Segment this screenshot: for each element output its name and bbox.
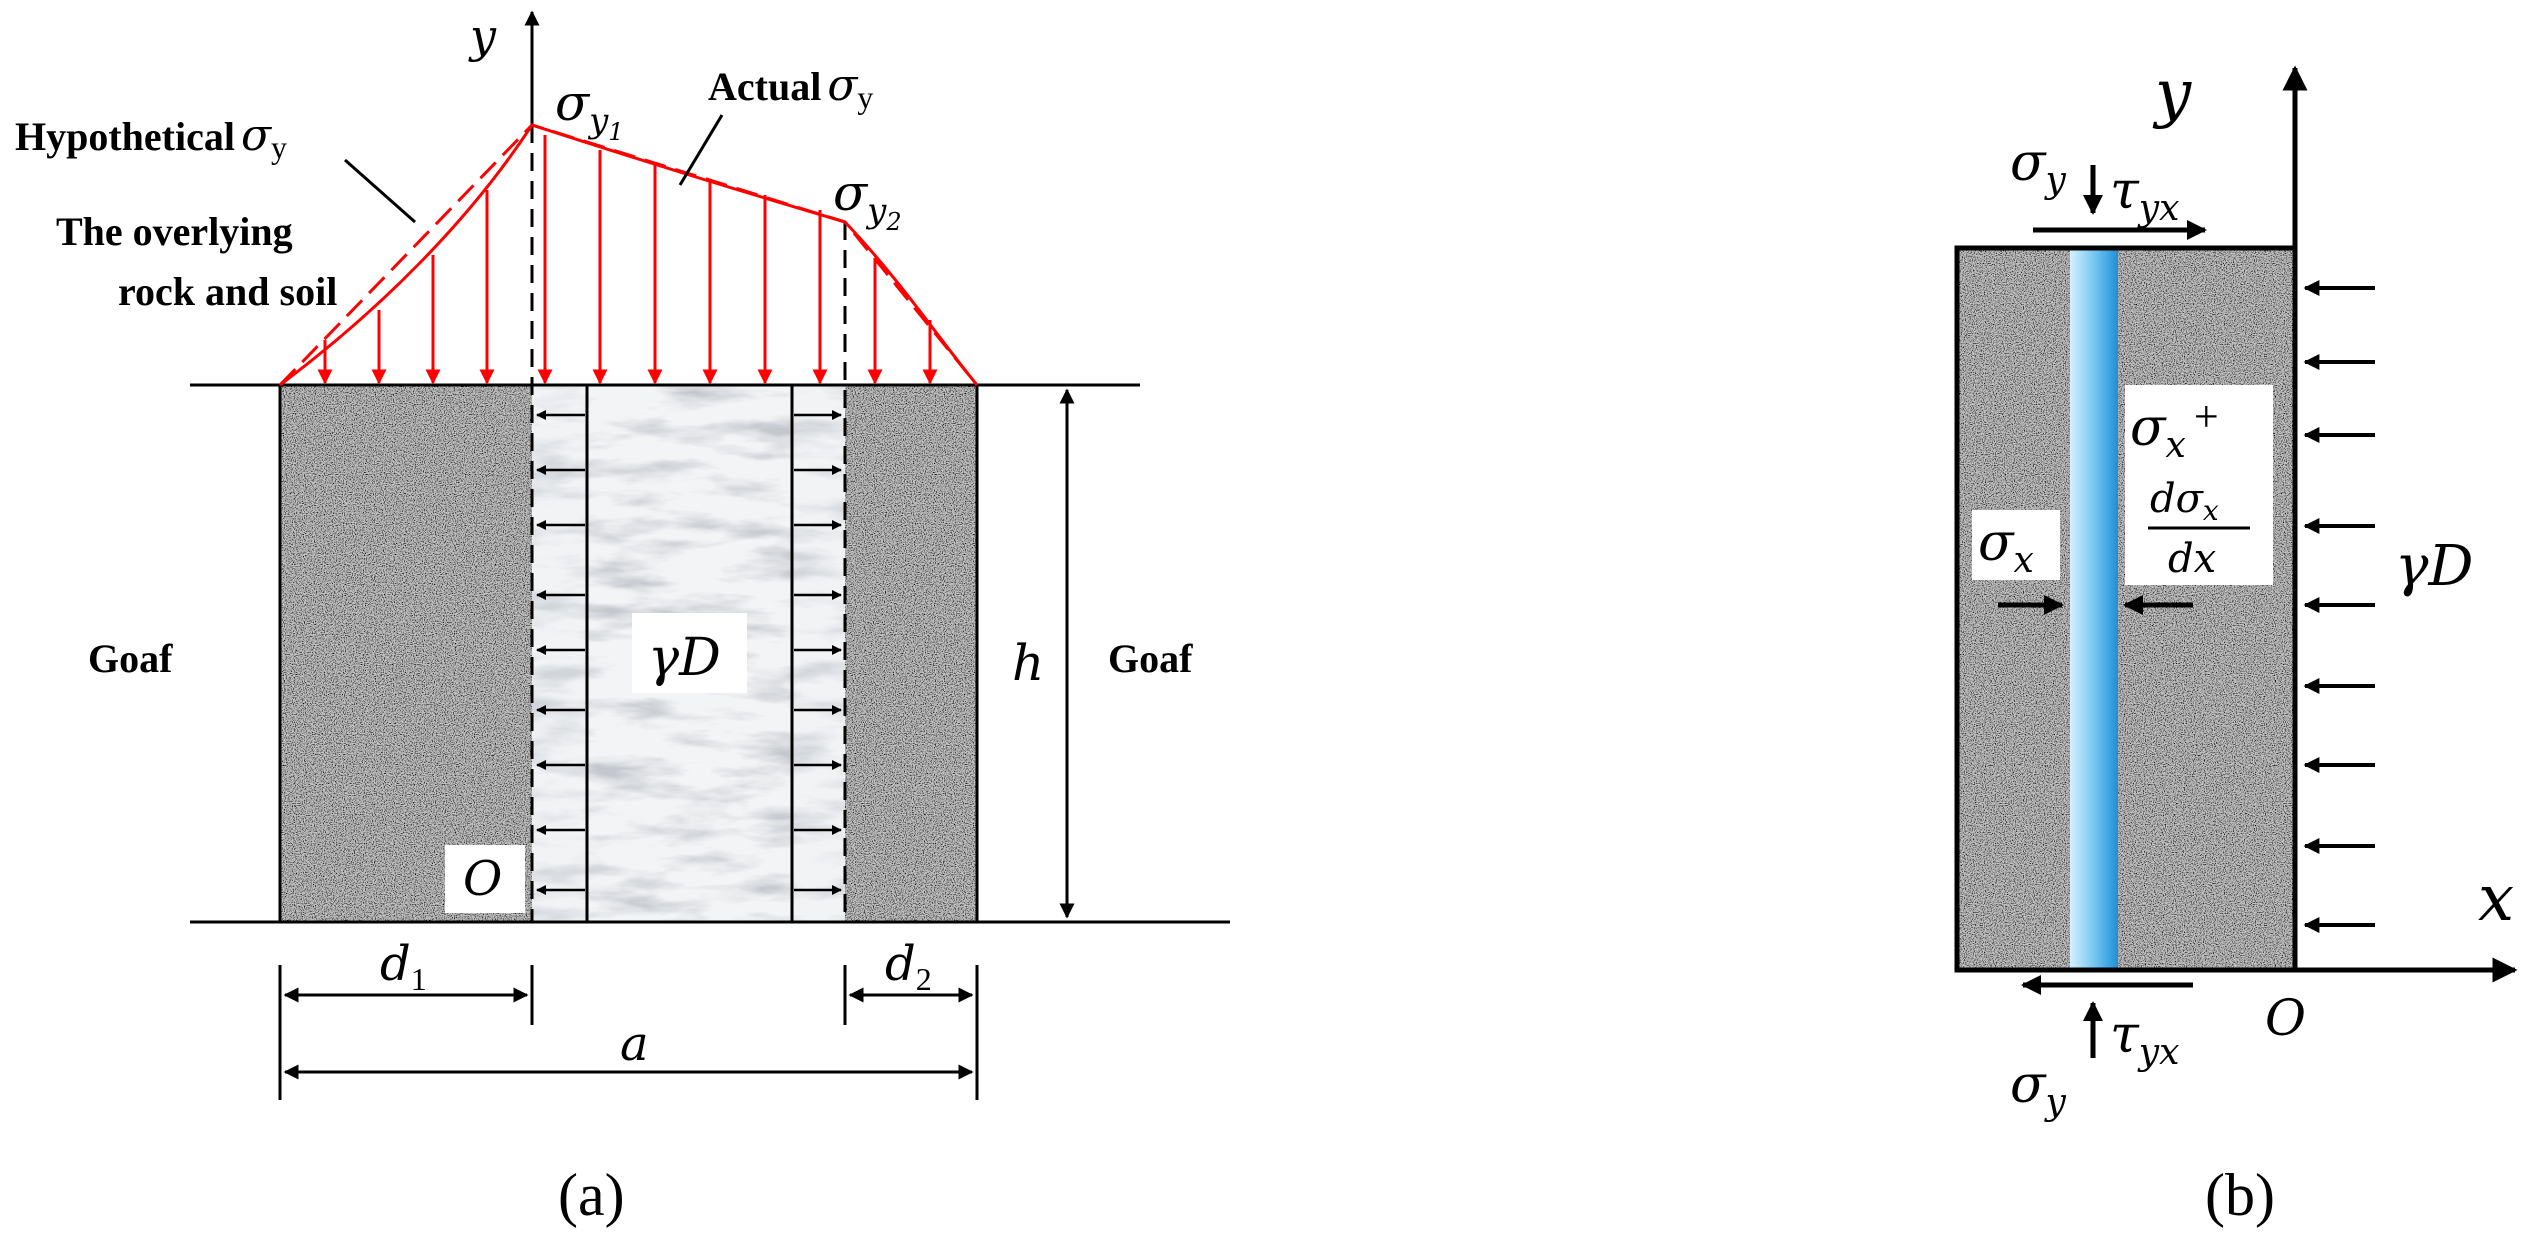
load-arrows bbox=[317, 135, 938, 385]
sigma-y1-label: σy1 bbox=[555, 74, 624, 146]
origin-label-a: O bbox=[463, 851, 502, 907]
panel-a: y σy1 σy2 Hypothetical σy Actual σy The ov… bbox=[15, 9, 1230, 1228]
lateral-arrows-right bbox=[794, 410, 842, 895]
o-box-a bbox=[445, 845, 525, 913]
origin-label-b: O bbox=[2265, 989, 2306, 1047]
gamma-d-label-b: γD bbox=[2395, 534, 2473, 599]
d2-label: d2 bbox=[885, 936, 932, 997]
goaf-right-label: Goaf bbox=[1108, 636, 1193, 681]
tau-yx-bottom-label: τyx bbox=[2110, 1005, 2179, 1073]
granite-left bbox=[280, 385, 532, 922]
panel-b: y x O σy τyx σy τyx σx σx+ dσx dx γD (b) bbox=[1954, 57, 2518, 1228]
d1-label: d1 bbox=[380, 936, 427, 997]
d-sigma-label: dσx bbox=[2150, 476, 2219, 527]
actual-leader bbox=[678, 114, 724, 186]
sigma-x-box bbox=[1972, 510, 2060, 580]
lateral-arrows-left bbox=[536, 410, 585, 895]
marble-strip-left bbox=[532, 385, 587, 922]
tau-yx-top-label: τyx bbox=[2110, 161, 2179, 229]
granite-right bbox=[845, 385, 977, 922]
dx-label: dx bbox=[2168, 536, 2216, 582]
x-axis-label-b: x bbox=[2478, 862, 2514, 936]
sigma-y-top-label: σy bbox=[2010, 133, 2067, 201]
hypothetical-load-line bbox=[278, 123, 979, 387]
caption-a: (a) bbox=[558, 1162, 625, 1228]
gamma-d-label-a: γD bbox=[648, 628, 721, 688]
shear-strip bbox=[2070, 248, 2118, 970]
actual-label: Actual σy bbox=[708, 60, 873, 115]
sigma-y-bottom-label: σy bbox=[2010, 1055, 2067, 1123]
sigma-x-plus-label: σx+ bbox=[2130, 392, 2219, 466]
actual-load-curve bbox=[279, 123, 979, 387]
hypothetical-label: Hypothetical σy bbox=[15, 110, 287, 165]
sigma-x-label: σx bbox=[1978, 513, 2034, 581]
y-axis-label-a: y bbox=[468, 9, 497, 63]
hypothetical-leader bbox=[344, 158, 416, 224]
sigma-x-derivative-box bbox=[2125, 385, 2273, 585]
a-label: a bbox=[620, 1016, 649, 1072]
granite-element bbox=[1957, 248, 2295, 970]
goaf-left-label: Goaf bbox=[88, 636, 173, 681]
overlying-label-line2: rock and soil bbox=[118, 269, 337, 314]
marble-strip-right bbox=[792, 385, 845, 922]
gamma-d-arrows bbox=[2303, 280, 2375, 933]
y-axis-label-b: y bbox=[2152, 57, 2192, 131]
gamma-d-box-a bbox=[632, 613, 747, 693]
caption-b: (b) bbox=[2205, 1162, 2275, 1228]
h-label: h bbox=[1012, 634, 1044, 692]
overlying-label-line1: The overlying bbox=[56, 209, 293, 254]
sigma-y2-label: σy2 bbox=[833, 164, 902, 236]
